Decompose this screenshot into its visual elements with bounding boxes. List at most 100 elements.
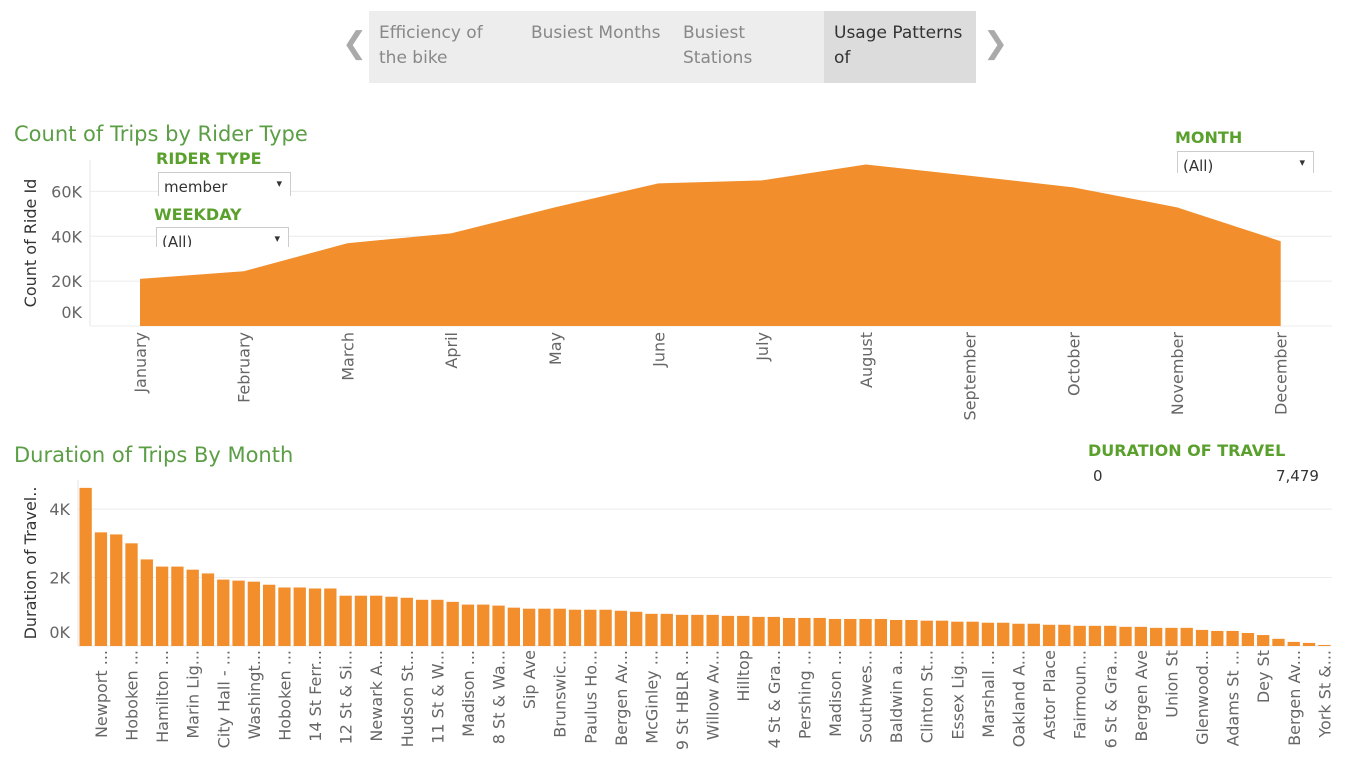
bar [1257, 635, 1270, 646]
bar [1088, 625, 1102, 646]
x-tick-label: Willow Av... [704, 650, 723, 740]
x-tick-label: December [1272, 332, 1291, 415]
bar [645, 613, 658, 646]
range-max[interactable]: 7,479 [1276, 467, 1319, 485]
x-tick-label: York St &... [1315, 650, 1334, 739]
y-tick-label: 60K [51, 182, 82, 201]
x-tick-label: Glenwood... [1193, 650, 1212, 745]
bar [171, 566, 184, 646]
bar [844, 618, 857, 646]
x-tick-label: Washingt... [245, 650, 264, 739]
bar [1195, 629, 1209, 646]
x-tick-label: Baldwin a... [887, 650, 906, 743]
bar [400, 597, 413, 646]
x-tick-label: September [961, 332, 980, 421]
bar [920, 620, 933, 646]
bar [828, 618, 842, 646]
bar [140, 559, 153, 646]
dropdown[interactable]: (All) [156, 227, 289, 247]
bar [461, 604, 475, 646]
x-tick-label: 12 St & Si... [337, 650, 356, 744]
tab[interactable]: Efficiency of the bike [369, 11, 521, 83]
x-tick-label: Sip Ave [520, 650, 539, 709]
bar [1027, 623, 1040, 646]
x-tick-label: June [650, 332, 669, 368]
bar [1211, 630, 1224, 646]
x-tick-label: 11 St & W... [428, 650, 447, 744]
prev-arrow[interactable]: ❮ [342, 26, 368, 61]
bar [415, 599, 429, 646]
bar [630, 611, 643, 646]
x-tick-label: January [131, 332, 150, 394]
bar [1104, 625, 1117, 646]
bar [507, 607, 520, 646]
area [140, 164, 1281, 326]
bar [1119, 626, 1132, 646]
x-tick-label: City Hall - ... [214, 650, 233, 748]
x-tick-label: Hudson St... [398, 650, 417, 747]
x-tick-label: Union St [1162, 650, 1181, 718]
bar [1272, 638, 1285, 646]
x-tick-label: 4 St & Gra... [765, 650, 784, 748]
bar [431, 599, 444, 646]
filter-label: DURATION OF TRAVEL [1088, 441, 1286, 460]
x-tick-label: Madison ... [459, 650, 478, 737]
next-arrow[interactable]: ❯ [983, 26, 1009, 61]
bar [1302, 642, 1316, 646]
bar [1042, 624, 1056, 646]
dropdown[interactable]: member [158, 172, 291, 196]
bar [737, 615, 750, 646]
dropdown[interactable]: (All) [1177, 151, 1314, 173]
bar [935, 620, 949, 646]
x-tick-label: Hoboken ... [123, 650, 142, 741]
y-tick-label: 40K [51, 227, 82, 246]
tab[interactable]: Usage Patterns of [824, 11, 976, 83]
bar [706, 614, 719, 646]
bar [263, 584, 276, 646]
chart-title: Duration of Trips By Month [14, 443, 293, 467]
tab[interactable]: Busiest Months [521, 11, 673, 83]
bar [370, 595, 383, 646]
bar [278, 587, 291, 646]
bar [599, 609, 612, 646]
bar [1318, 644, 1331, 646]
bar [1149, 627, 1163, 646]
bar [201, 573, 215, 646]
bar [1012, 623, 1025, 646]
filter-label: WEEKDAY [154, 205, 242, 224]
x-tick-label: Paulus Ho... [581, 650, 600, 744]
bar [217, 579, 230, 646]
bar [1287, 641, 1300, 646]
bar [752, 616, 765, 646]
bar [79, 487, 92, 646]
bar [614, 610, 628, 646]
range-min[interactable]: 0 [1093, 467, 1103, 485]
bar [324, 588, 337, 646]
bar [874, 618, 888, 646]
x-tick-label: Marshall ... [979, 650, 998, 738]
x-tick-label: Madison ... [826, 650, 845, 737]
bar [186, 569, 199, 646]
bar [890, 619, 903, 646]
x-tick-label: Bergen Av... [612, 650, 631, 746]
bar [308, 588, 322, 646]
x-tick-label: Newark A... [367, 650, 386, 742]
filter-label: RIDER TYPE [156, 149, 262, 168]
bar [1241, 632, 1255, 646]
bar [1165, 627, 1178, 646]
filter-label: MONTH [1175, 128, 1243, 147]
x-tick-label: Fairmoun... [1071, 650, 1090, 739]
x-tick-label: Brunswic... [551, 650, 570, 738]
tab[interactable]: Busiest Stations [673, 11, 825, 83]
bar [492, 605, 505, 646]
x-tick-label: October [1064, 332, 1083, 396]
bar [905, 619, 918, 646]
x-tick-label: Essex Lig... [948, 650, 967, 740]
x-tick-label: 6 St & Gra... [1101, 650, 1120, 748]
x-tick-label: August [857, 332, 876, 388]
bar [782, 617, 796, 646]
x-tick-label: July [753, 332, 772, 362]
bar [997, 622, 1010, 646]
